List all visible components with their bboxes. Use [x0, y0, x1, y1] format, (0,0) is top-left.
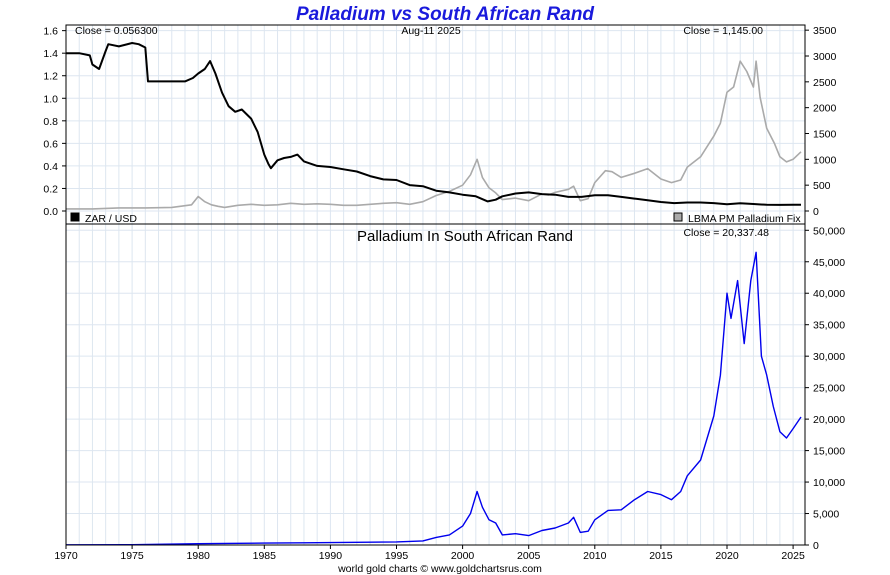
rand-tick-label: 30,000: [813, 351, 845, 363]
bottom-panel-series: [65, 251, 802, 546]
zar-legend-swatch: [70, 212, 80, 222]
left-tick-label: 0.6: [43, 138, 58, 150]
x-tick-label: 2020: [715, 550, 739, 562]
rand-tick-label: 20,000: [813, 414, 845, 426]
chart-title: Palladium vs South African Rand: [296, 4, 594, 25]
right-tick-label: 3500: [813, 25, 837, 37]
rand-close-annotation: Close = 20,337.48: [683, 227, 769, 239]
zar-close-annotation: Close = 0.056300: [75, 25, 158, 37]
rand-tick-label: 40,000: [813, 288, 845, 300]
top-panel: 0.0 0.2 0.4 0.6 0.8 1.0 1.2 1.4 1.6 0 500 1000 1500…: [43, 24, 837, 225]
bottom-right-axis: 0 5,000 10,000 15,000 20,000 25,000 30,000 35,0…: [805, 225, 845, 552]
left-tick-label: 0.2: [43, 183, 58, 195]
right-tick-label: 0: [813, 206, 819, 218]
top-panel-grid: [65, 25, 805, 224]
zar-usd-line: [66, 42, 801, 206]
palladium-close-annotation: Close = 1,145.00: [683, 25, 763, 37]
left-tick-label: 0.0: [43, 206, 58, 218]
top-right-axis: 0 500 1000 1500 2000 2500 3000 3500: [805, 25, 837, 218]
x-tick-label: 2005: [517, 550, 541, 562]
x-tick-label: 2015: [649, 550, 673, 562]
right-tick-label: 1500: [813, 129, 837, 141]
x-tick-label: 1970: [54, 550, 78, 562]
zar-legend-label: ZAR / USD: [85, 213, 137, 225]
right-tick-label: 3000: [813, 51, 837, 63]
footer-credit: world gold charts © www.goldchartsrus.co…: [337, 563, 542, 575]
bottom-panel-title: Palladium In South African Rand: [357, 228, 573, 245]
left-tick-label: 0.4: [43, 161, 58, 173]
palladium-legend-swatch: [673, 212, 683, 222]
rand-tick-label: 15,000: [813, 446, 845, 458]
right-tick-label: 1000: [813, 154, 837, 166]
rand-tick-label: 25,000: [813, 383, 845, 395]
right-tick-label: 2500: [813, 77, 837, 89]
rand-tick-label: 35,000: [813, 320, 845, 332]
x-tick-label: 2010: [583, 550, 607, 562]
palladium-legend-label: LBMA PM Palladium Fix: [688, 213, 801, 225]
right-tick-label: 500: [813, 180, 831, 192]
palladium-zar-line: [65, 251, 802, 546]
date-annotation: Aug-11 2025: [401, 25, 461, 37]
x-tick-label: 1975: [120, 550, 144, 562]
bottom-panel-grid: [65, 224, 805, 546]
rand-tick-label: 45,000: [813, 257, 845, 269]
x-tick-label: 1995: [385, 550, 409, 562]
x-tick-label: 1985: [253, 550, 277, 562]
left-tick-label: 1.4: [43, 48, 58, 60]
rand-tick-label: 50,000: [813, 225, 845, 237]
x-tick-label: 1990: [319, 550, 343, 562]
top-panel-series: [66, 42, 802, 210]
left-tick-label: 0.8: [43, 116, 58, 128]
left-tick-label: 1.6: [43, 26, 58, 38]
bottom-panel: 0 5,000 10,000 15,000 20,000 25,000 30,000 35,0…: [54, 223, 845, 562]
rand-tick-label: 0: [813, 540, 819, 552]
left-tick-label: 1.0: [43, 93, 58, 105]
top-left-axis: 0.0 0.2 0.4 0.6 0.8 1.0 1.2 1.4 1.6: [43, 26, 66, 218]
right-tick-label: 2000: [813, 103, 837, 115]
palladium-usd-line: [66, 60, 802, 210]
x-tick-label: 1980: [187, 550, 211, 562]
rand-tick-label: 10,000: [813, 477, 845, 489]
x-axis: 1970 1975 1980 1985 1990 1995 2000 2005 2010 2015…: [54, 545, 805, 562]
rand-tick-label: 5,000: [813, 509, 839, 521]
x-tick-label: 2000: [451, 550, 475, 562]
bottom-panel-frame: [65, 223, 806, 546]
x-tick-label: 2025: [781, 550, 805, 562]
left-tick-label: 1.2: [43, 71, 58, 83]
